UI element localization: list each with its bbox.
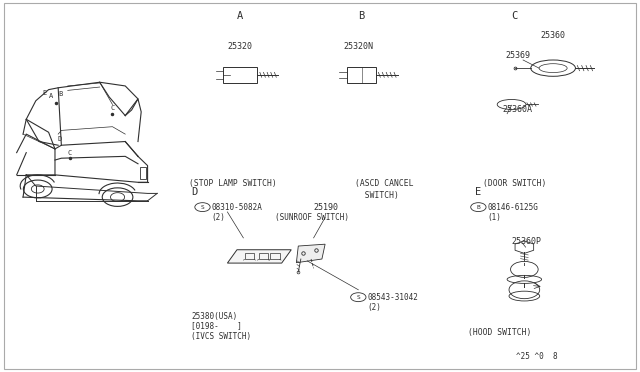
Text: (SUNROOF SWITCH): (SUNROOF SWITCH): [275, 213, 349, 222]
Text: 25360: 25360: [540, 31, 565, 39]
Text: C: C: [511, 11, 518, 21]
Text: 08543-31042: 08543-31042: [367, 293, 418, 302]
Bar: [244, 253, 254, 259]
Bar: [223, 67, 257, 83]
Text: B: B: [59, 91, 63, 97]
Text: D: D: [191, 187, 197, 197]
Text: ^25 ^0  8: ^25 ^0 8: [516, 352, 558, 361]
Text: D: D: [58, 135, 62, 142]
Polygon shape: [227, 250, 291, 263]
Text: C: C: [68, 150, 72, 155]
Text: A: A: [237, 11, 243, 21]
Text: 25369: 25369: [505, 51, 530, 60]
Text: (1): (1): [487, 213, 501, 222]
Bar: [259, 253, 268, 259]
Text: 25360P: 25360P: [511, 237, 541, 246]
Text: 25360A: 25360A: [502, 105, 532, 114]
Text: E: E: [42, 90, 46, 96]
Bar: [270, 253, 280, 259]
Text: (2): (2): [367, 303, 381, 312]
Polygon shape: [296, 244, 325, 263]
Text: (STOP LAMP SWITCH): (STOP LAMP SWITCH): [189, 179, 277, 188]
Text: S: S: [200, 205, 204, 210]
Bar: [348, 67, 376, 83]
Text: (IVCS SWITCH): (IVCS SWITCH): [191, 331, 251, 341]
Text: B: B: [477, 205, 480, 210]
Text: (DOOR SWITCH): (DOOR SWITCH): [483, 179, 547, 188]
Text: E: E: [474, 187, 481, 197]
Text: (HOOD SWITCH): (HOOD SWITCH): [468, 328, 532, 337]
Text: S: S: [356, 295, 360, 300]
Text: (2): (2): [211, 213, 225, 222]
Text: 25190: 25190: [314, 203, 339, 212]
Text: 08146-6125G: 08146-6125G: [487, 203, 538, 212]
Text: 25380(USA): 25380(USA): [191, 312, 237, 321]
Text: C: C: [110, 105, 115, 111]
Text: A: A: [49, 93, 52, 99]
Text: 08310-5082A: 08310-5082A: [211, 203, 262, 212]
Text: 25320N: 25320N: [343, 42, 373, 51]
Text: (ASCD CANCEL: (ASCD CANCEL: [355, 179, 413, 188]
Text: SWITCH): SWITCH): [355, 191, 399, 200]
Text: [0198-    ]: [0198- ]: [191, 321, 242, 331]
Text: 25320: 25320: [228, 42, 253, 51]
Bar: [140, 167, 147, 179]
Text: B: B: [358, 11, 365, 21]
